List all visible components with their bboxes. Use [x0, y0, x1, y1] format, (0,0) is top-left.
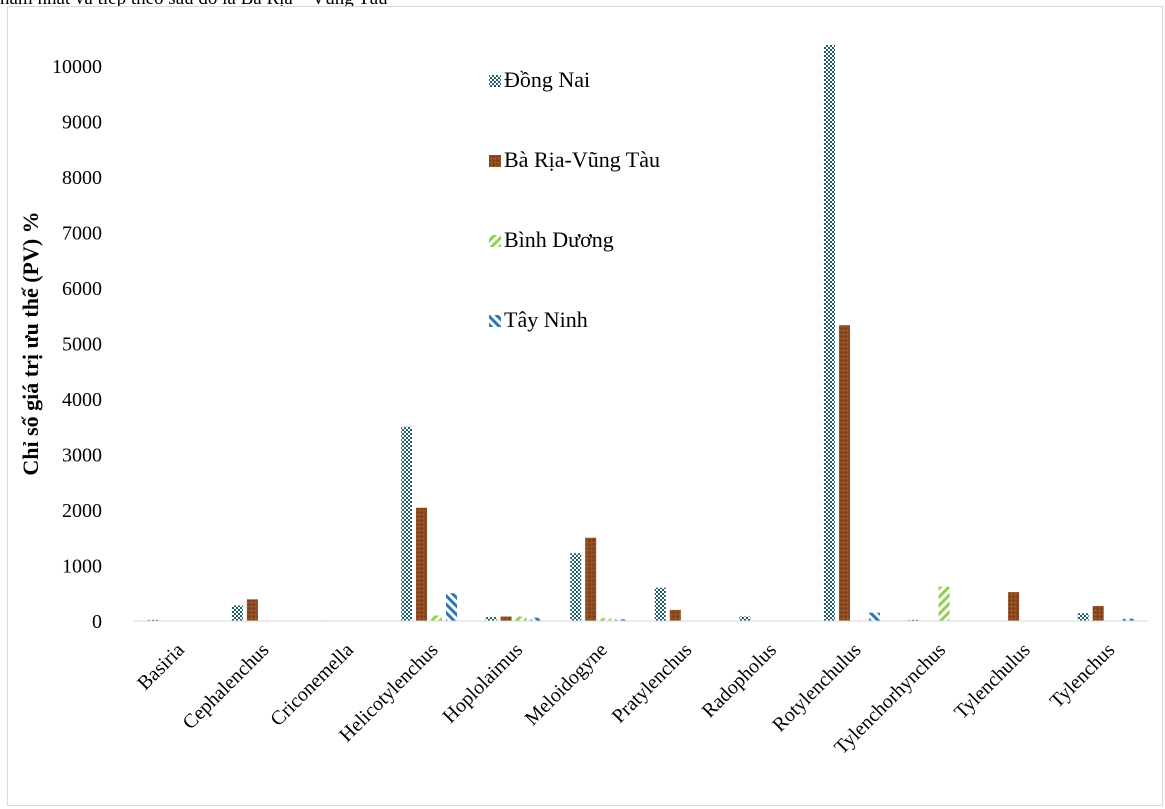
bar — [1122, 618, 1134, 621]
y-tick-label: 7000 — [62, 223, 102, 245]
bar — [401, 426, 413, 621]
x-category-label: Basiria — [133, 639, 189, 695]
y-tick-label: 1000 — [62, 556, 102, 578]
y-tick-label: 5000 — [62, 334, 102, 356]
bar — [530, 617, 542, 621]
bar — [515, 616, 527, 621]
bar — [838, 325, 850, 621]
bar — [615, 619, 627, 621]
legend-label: Tây Ninh — [504, 307, 588, 332]
bar — [600, 618, 612, 621]
bar — [431, 615, 443, 621]
x-category-label: Hoplolaimus — [439, 639, 528, 728]
bar — [669, 609, 681, 621]
chart: Chỉ số giá trị ưu thế (PV) % 0 1000 2000 30… — [18, 44, 1148, 759]
chart-frame: Chỉ số giá trị ưu thế (PV) % 0 1000 2000 30… — [7, 6, 1163, 806]
legend-swatch — [489, 75, 501, 87]
y-tick-label: 0 — [92, 611, 102, 633]
y-tick-label: 3000 — [62, 445, 102, 467]
x-category-label: Pratylenchus — [608, 639, 697, 728]
y-tick-label: 8000 — [62, 167, 102, 189]
y-tick-label: 4000 — [62, 389, 102, 411]
y-axis-label: Chỉ số giá trị ưu thế (PV) % — [18, 211, 43, 475]
bar — [570, 553, 582, 621]
bar — [823, 44, 835, 622]
y-tick-label: 2000 — [62, 500, 102, 522]
x-category-label: Tylenchulus — [950, 639, 1035, 724]
bar — [231, 605, 243, 621]
legend-label: Bình Dương — [504, 227, 614, 252]
bar — [868, 612, 880, 621]
bar — [1008, 592, 1020, 621]
bar — [446, 593, 458, 621]
bar — [246, 599, 258, 621]
x-category-label: Tylenchus — [1046, 639, 1120, 713]
legend-label: Đồng Nai — [504, 67, 590, 92]
bar — [416, 507, 428, 621]
x-category-label: Cephalenchus — [179, 639, 274, 734]
legend-swatch — [489, 235, 501, 247]
bar — [654, 587, 666, 621]
bar — [500, 616, 512, 621]
header-text: nằm nhất và tiếp theo sau đó là Bà Rịa –… — [0, 0, 388, 10]
y-tick-label: 9000 — [62, 112, 102, 134]
x-category-label: Radopholus — [698, 639, 781, 722]
bar — [485, 617, 497, 621]
bar — [739, 616, 751, 621]
legend-label: Bà Rịa-Vũng Tàu — [504, 147, 660, 172]
bar — [147, 619, 159, 621]
x-category-label: Criconemella — [266, 639, 358, 731]
bar — [908, 619, 920, 621]
y-tick-label: 10000 — [52, 56, 102, 78]
bar — [1077, 613, 1089, 621]
bar — [1092, 606, 1104, 621]
bar — [938, 586, 950, 621]
legend-swatch — [489, 315, 501, 327]
y-tick-label: 6000 — [62, 278, 102, 300]
x-category-label: Meloidogyne — [521, 639, 612, 730]
bar — [585, 537, 597, 621]
legend-swatch — [489, 155, 501, 167]
